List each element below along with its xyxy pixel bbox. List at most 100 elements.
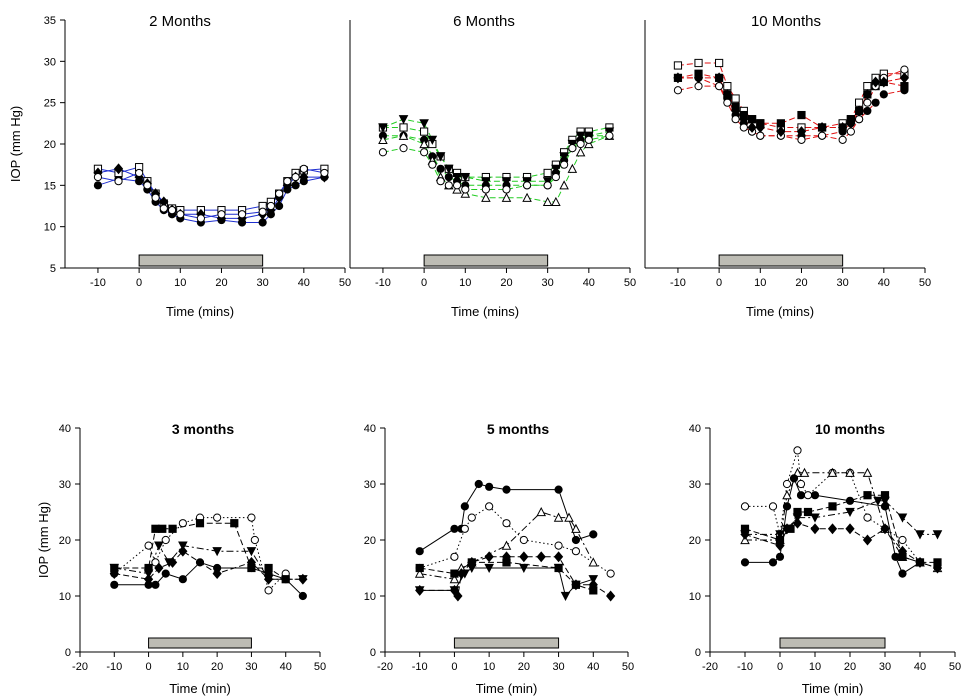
data-point bbox=[143, 573, 154, 585]
series-line bbox=[114, 522, 286, 580]
x-axis-label: Time (mins) bbox=[451, 304, 519, 319]
x-tick-label: 20 bbox=[215, 277, 227, 289]
data-point bbox=[898, 535, 907, 545]
y-tick-label: 40 bbox=[364, 423, 376, 435]
data-point bbox=[485, 502, 494, 511]
data-point bbox=[797, 135, 806, 144]
x-tick-label: 40 bbox=[298, 277, 310, 289]
data-point bbox=[435, 152, 446, 162]
stimulus-bar bbox=[138, 254, 264, 267]
data-point bbox=[871, 98, 880, 107]
data-point bbox=[560, 160, 569, 169]
data-point bbox=[715, 82, 724, 91]
data-point bbox=[436, 164, 445, 173]
data-point bbox=[161, 535, 170, 545]
stimulus-bar bbox=[779, 637, 886, 649]
data-point bbox=[568, 144, 577, 153]
data-point bbox=[298, 573, 308, 585]
data-point bbox=[452, 172, 462, 183]
data-point bbox=[266, 201, 275, 211]
data-point bbox=[217, 210, 226, 219]
data-point bbox=[796, 126, 807, 138]
x-axis-label: Time (min) bbox=[802, 681, 864, 696]
data-point bbox=[543, 181, 552, 190]
data-point bbox=[414, 568, 425, 578]
data-point bbox=[863, 513, 872, 522]
data-point bbox=[755, 122, 765, 133]
data-point bbox=[467, 513, 476, 522]
data-point bbox=[739, 113, 749, 125]
data-point bbox=[584, 135, 593, 144]
data-point bbox=[522, 192, 532, 202]
y-tick-label: 0 bbox=[65, 647, 71, 659]
data-point bbox=[450, 552, 459, 561]
x-tick-label: 20 bbox=[500, 277, 512, 289]
data-point bbox=[542, 196, 553, 206]
panel-title: 6 Months bbox=[453, 13, 515, 30]
data-point bbox=[474, 479, 483, 489]
data-point bbox=[502, 519, 511, 528]
data-point bbox=[880, 523, 890, 535]
data-point bbox=[522, 181, 532, 190]
data-point bbox=[151, 193, 160, 202]
x-tick-label: 20 bbox=[518, 661, 530, 673]
data-point bbox=[730, 105, 741, 117]
data-point bbox=[460, 524, 469, 533]
y-tick-label: 5 bbox=[50, 263, 56, 275]
x-tick-label: 10 bbox=[754, 277, 766, 289]
x-tick-label: 0 bbox=[136, 277, 142, 289]
data-point bbox=[575, 131, 586, 141]
data-point bbox=[93, 172, 103, 182]
stimulus-bar bbox=[423, 254, 549, 267]
data-point bbox=[154, 562, 164, 574]
data-point bbox=[838, 122, 848, 133]
data-point bbox=[195, 558, 205, 567]
data-point bbox=[605, 131, 614, 140]
data-point bbox=[828, 502, 837, 511]
x-tick-label: 10 bbox=[174, 277, 186, 289]
data-point bbox=[176, 210, 185, 219]
data-point bbox=[873, 496, 883, 506]
x-tick-label: 40 bbox=[878, 277, 890, 289]
data-point bbox=[589, 586, 598, 595]
data-point bbox=[768, 558, 778, 567]
y-tick-label: 30 bbox=[59, 479, 71, 491]
data-point bbox=[554, 563, 563, 573]
data-point bbox=[168, 524, 177, 533]
data-point bbox=[863, 106, 872, 116]
data-point bbox=[559, 180, 569, 190]
data-point bbox=[460, 502, 469, 511]
y-tick-label: 40 bbox=[59, 423, 71, 435]
x-tick-label: -20 bbox=[377, 661, 393, 673]
data-point bbox=[230, 519, 239, 528]
data-point bbox=[915, 530, 925, 540]
data-point bbox=[899, 72, 910, 84]
data-point bbox=[898, 569, 907, 578]
data-point bbox=[740, 528, 750, 540]
data-point bbox=[484, 551, 494, 563]
data-point bbox=[796, 491, 806, 500]
series-line bbox=[114, 550, 303, 580]
data-point bbox=[450, 524, 459, 533]
x-tick-label: 40 bbox=[583, 277, 595, 289]
data-point bbox=[237, 210, 247, 219]
data-point bbox=[817, 122, 827, 133]
data-point bbox=[559, 152, 569, 162]
x-tick-label: 40 bbox=[280, 661, 292, 673]
data-point bbox=[817, 131, 827, 140]
y-axis-label: IOP (mm Hg) bbox=[36, 502, 51, 578]
panel-title: 2 Months bbox=[149, 13, 211, 30]
x-tick-label: 40 bbox=[914, 661, 926, 673]
x-tick-label: 30 bbox=[552, 661, 564, 673]
data-point bbox=[747, 115, 757, 124]
x-tick-label: -10 bbox=[90, 277, 106, 289]
x-tick-label: -20 bbox=[72, 661, 88, 673]
y-tick-label: 30 bbox=[44, 56, 56, 68]
data-point bbox=[247, 513, 256, 522]
data-point bbox=[900, 82, 909, 91]
data-point bbox=[775, 552, 785, 561]
data-point bbox=[731, 115, 740, 124]
x-tick-label: 50 bbox=[919, 277, 931, 289]
data-point bbox=[915, 556, 925, 568]
